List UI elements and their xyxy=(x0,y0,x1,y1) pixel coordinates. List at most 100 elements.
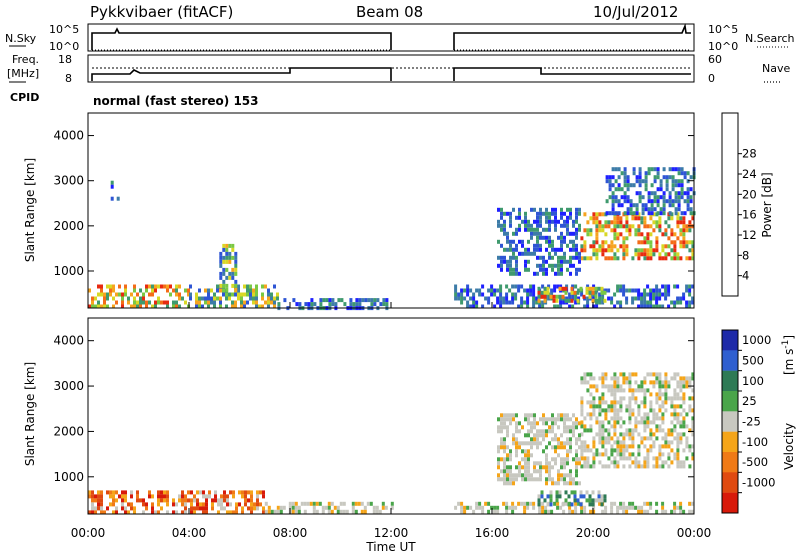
power-echo-cell xyxy=(500,211,503,216)
power-echo-cell xyxy=(503,231,506,236)
velocity-echo-cell xyxy=(643,501,647,506)
velocity-echo-cell xyxy=(572,433,575,438)
velocity-echo-cell xyxy=(369,501,373,506)
velocity-echo-cell xyxy=(536,469,539,474)
velocity-echo-cell xyxy=(567,502,571,507)
velocity-echo-cell xyxy=(542,433,545,438)
power-echo-cell xyxy=(463,288,467,293)
velocity-echo-cell xyxy=(518,421,521,426)
velocity-echo-cell xyxy=(619,505,623,510)
velocity-echo-cell xyxy=(667,464,671,469)
power-echo-cell xyxy=(506,263,509,268)
power-echo-cell xyxy=(100,288,103,293)
power-echo-cell xyxy=(490,292,494,297)
power-echo-cell xyxy=(558,294,562,299)
power-echo-cell xyxy=(261,304,264,309)
velocity-echo-cell xyxy=(554,461,557,466)
power-echo-cell xyxy=(611,211,615,216)
velocity-echo-cell xyxy=(555,494,559,499)
power-echo-cell xyxy=(505,292,509,297)
velocity-echo-cell xyxy=(506,413,509,418)
power-echo-cell xyxy=(586,256,590,261)
power-echo-cell xyxy=(539,267,542,272)
velocity-echo-cell xyxy=(545,421,548,426)
power-echo-cell xyxy=(605,211,609,216)
velocity-echo-cell xyxy=(586,460,590,465)
power-echo-cell xyxy=(219,288,222,293)
power-echo-cell xyxy=(466,288,470,293)
velocity-ytick-label: 2000 xyxy=(53,424,84,438)
power-echo-cell xyxy=(539,215,542,220)
power-echo-cell xyxy=(572,263,575,268)
power-echo-cell xyxy=(647,199,651,204)
velocity-echo-cell xyxy=(460,501,464,506)
power-echo-cell xyxy=(680,195,684,200)
velocity-echo-cell xyxy=(109,502,112,507)
velocity-echo-cell xyxy=(478,501,482,506)
power-echo-cell xyxy=(616,224,620,229)
power-echo-cell xyxy=(652,228,656,233)
velocity-echo-cell xyxy=(549,502,553,507)
power-echo-cell xyxy=(88,288,91,293)
power-echo-cell xyxy=(683,199,687,204)
power-echo-cell xyxy=(617,175,621,180)
power-echo-cell xyxy=(175,284,178,289)
freq-tick-top: 18 xyxy=(58,53,72,66)
velocity-colorbar-segment xyxy=(722,330,738,351)
power-echo-cell xyxy=(619,232,623,237)
velocity-echo-cell xyxy=(673,452,677,457)
power-echo-cell xyxy=(189,296,192,301)
power-echo-cell xyxy=(569,239,572,244)
power-echo-cell xyxy=(512,271,515,276)
power-echo-cell xyxy=(154,300,157,305)
velocity-echo-cell xyxy=(223,490,226,495)
power-echo-cell xyxy=(548,251,551,256)
power-echo-cell xyxy=(166,304,169,309)
power-echo-cell xyxy=(652,288,656,293)
velocity-echo-cell xyxy=(691,428,695,433)
velocity-echo-cell xyxy=(500,469,503,474)
power-echo-cell xyxy=(559,284,563,289)
velocity-echo-cell xyxy=(497,477,500,482)
power-echo-cell xyxy=(97,292,100,297)
velocity-echo-cell xyxy=(613,464,617,469)
velocity-echo-cell xyxy=(339,509,343,514)
velocity-echo-cell xyxy=(628,501,632,506)
power-ylabel: Slant Range [km] xyxy=(23,158,37,262)
power-echo-cell xyxy=(575,231,578,236)
power-echo-cell xyxy=(536,215,539,220)
velocity-echo-cell xyxy=(505,505,509,510)
velocity-echo-cell xyxy=(601,436,605,441)
power-echo-cell xyxy=(610,228,614,233)
power-echo-cell xyxy=(583,248,587,253)
nsky-frame xyxy=(87,23,695,52)
power-echo-cell xyxy=(505,296,509,301)
velocity-echo-cell xyxy=(670,448,674,453)
power-echo-cell xyxy=(569,231,572,236)
velocity-echo-cell xyxy=(540,494,544,499)
velocity-echo-cell xyxy=(691,424,695,429)
power-echo-cell xyxy=(655,300,659,305)
power-echo-cell xyxy=(653,207,657,212)
power-echo-cell xyxy=(625,216,629,221)
power-echo-cell xyxy=(604,240,608,245)
power-echo-cell xyxy=(502,296,506,301)
freq-label: Freq. xyxy=(12,53,39,66)
velocity-echo-cell xyxy=(586,428,590,433)
power-echo-cell xyxy=(637,252,641,257)
power-echo-cell xyxy=(154,284,157,289)
power-echo-cell xyxy=(530,223,533,228)
velocity-echo-cell xyxy=(229,502,232,507)
power-echo-cell xyxy=(589,256,593,261)
velocity-echo-cell xyxy=(472,509,476,514)
velocity-echo-cell xyxy=(658,416,662,421)
velocity-echo-cell xyxy=(539,433,542,438)
power-echo-cell xyxy=(91,296,94,301)
velocity-echo-cell xyxy=(569,481,572,486)
power-echo-cell xyxy=(638,179,642,184)
velocity-echo-cell xyxy=(512,413,515,418)
power-echo-cell xyxy=(575,251,578,256)
velocity-echo-cell xyxy=(592,376,596,381)
velocity-echo-cell xyxy=(124,498,127,503)
power-echo-cell xyxy=(518,211,521,216)
